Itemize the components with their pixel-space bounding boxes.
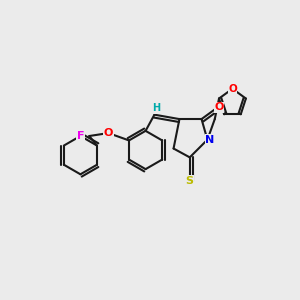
- Text: S: S: [186, 176, 194, 186]
- Text: F: F: [77, 131, 84, 141]
- Text: O: O: [104, 128, 113, 138]
- Text: N: N: [205, 135, 214, 145]
- Text: O: O: [228, 84, 237, 94]
- Text: O: O: [214, 102, 224, 112]
- Text: H: H: [152, 103, 160, 113]
